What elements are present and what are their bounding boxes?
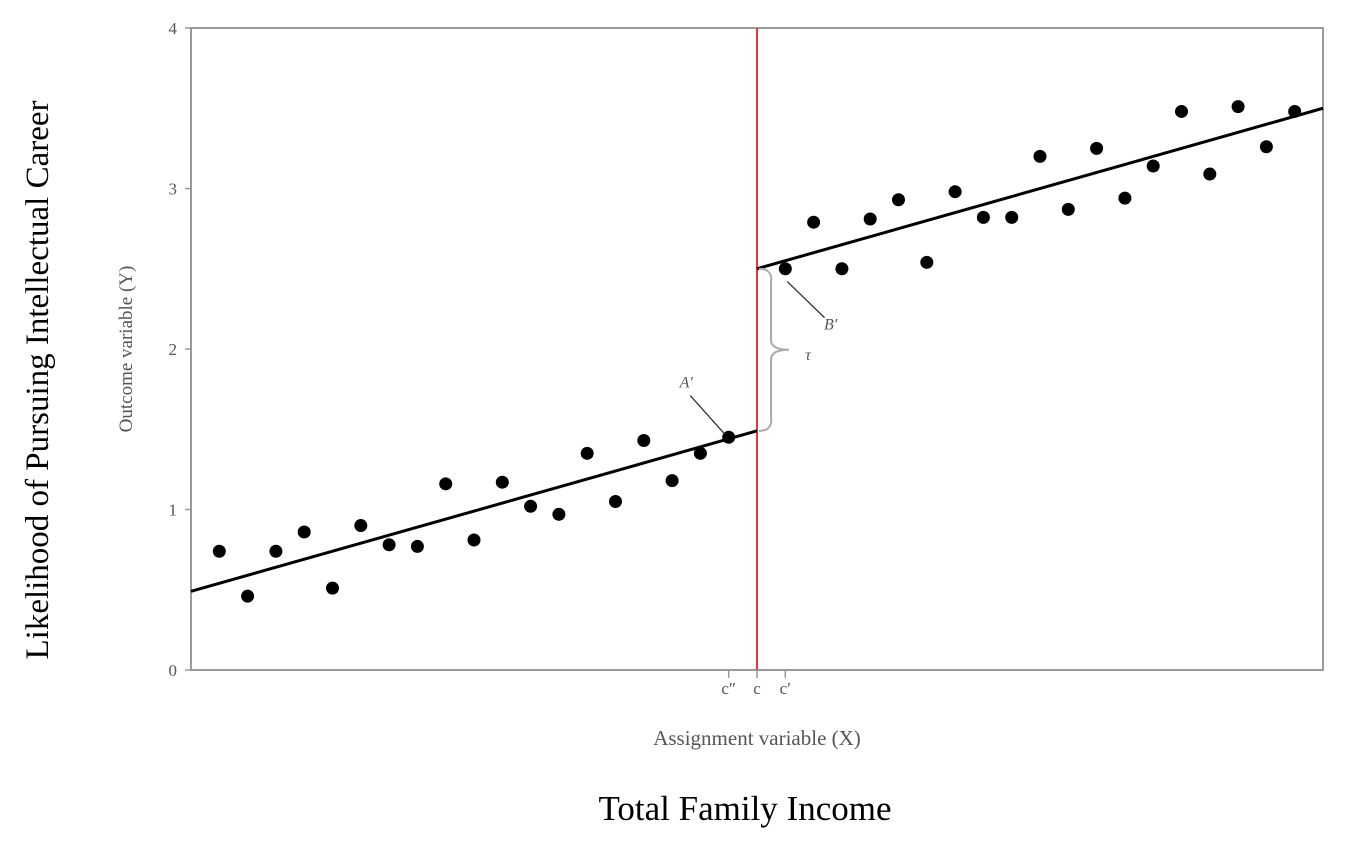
- outer-y-axis-label: Likelihood of Pursuing Intellectual Care…: [20, 100, 56, 659]
- y-tick-label: 0: [169, 661, 178, 680]
- data-point: [326, 581, 339, 595]
- data-point: [1146, 159, 1160, 173]
- inner-y-axis-label: Outcome variable (Y): [116, 266, 137, 433]
- annotation-layer: A′ B′ τ: [679, 267, 838, 435]
- inner-x-axis-label: Assignment variable (X): [653, 726, 861, 750]
- data-point: [354, 519, 368, 533]
- data-point: [637, 433, 651, 447]
- data-point: [439, 477, 453, 491]
- data-point: [863, 212, 877, 226]
- data-point: [693, 446, 707, 460]
- y-tick-label: 4: [169, 19, 178, 38]
- data-point: [552, 507, 566, 521]
- data-point: [1118, 191, 1132, 205]
- data-point: [948, 185, 962, 199]
- data-point: [269, 544, 283, 558]
- x-tick-label: c″: [721, 679, 736, 698]
- data-point: [1175, 104, 1188, 118]
- data-point: [212, 544, 226, 558]
- fit-line-1: [190, 429, 758, 593]
- data-point: [495, 475, 509, 489]
- data-point: [382, 538, 396, 552]
- x-tick-label: c′: [780, 679, 791, 698]
- y-tick-label: 1: [169, 501, 178, 520]
- data-point: [580, 446, 594, 460]
- y-tick-label: 3: [169, 180, 178, 199]
- data-point: [892, 193, 905, 207]
- data-point: [722, 430, 736, 444]
- data-point: [807, 215, 821, 229]
- data-points-layer: [212, 100, 1302, 603]
- data-point: [1288, 104, 1302, 118]
- data-point: [835, 262, 849, 276]
- data-point: [1033, 149, 1047, 163]
- fit-line-layer: [190, 106, 1324, 593]
- data-point: [609, 494, 622, 508]
- annotation-a-prime-arrow: [689, 395, 726, 435]
- data-point: [1005, 210, 1019, 224]
- annotation-a-prime: A′: [679, 375, 694, 392]
- data-point: [1259, 140, 1273, 154]
- tau-brace: [758, 267, 790, 432]
- y-tick-label: 2: [169, 340, 178, 359]
- annotation-b-prime: B′: [824, 317, 838, 334]
- x-tick-label: c: [753, 679, 761, 698]
- x-tick-layer: c″ c c′: [721, 670, 791, 698]
- data-point: [467, 533, 481, 547]
- data-point: [410, 539, 424, 553]
- data-point: [1203, 167, 1217, 181]
- annotation-b-prime-arrow: [786, 281, 826, 319]
- data-point: [665, 474, 679, 488]
- data-point: [976, 210, 990, 224]
- data-point: [1090, 141, 1104, 155]
- fit-line-2: [756, 106, 1324, 271]
- annotation-tau: τ: [805, 347, 812, 364]
- data-point: [297, 525, 311, 539]
- data-point: [524, 499, 538, 513]
- data-point: [1231, 100, 1245, 114]
- data-point: [920, 255, 934, 269]
- data-point: [778, 262, 792, 276]
- data-point: [241, 589, 255, 603]
- data-point: [1061, 202, 1075, 216]
- y-tick-layer: 0 1 2 3 4: [169, 19, 191, 680]
- outer-x-axis-label: Total Family Income: [598, 789, 891, 828]
